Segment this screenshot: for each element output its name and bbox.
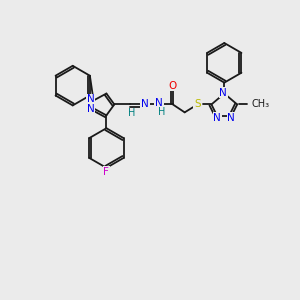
Text: N: N — [219, 88, 227, 98]
Text: S: S — [194, 99, 201, 110]
Text: H: H — [158, 107, 166, 117]
Text: N: N — [227, 113, 235, 123]
Text: N: N — [87, 94, 94, 104]
Text: N: N — [141, 99, 149, 110]
Text: F: F — [103, 167, 109, 177]
Text: O: O — [169, 81, 177, 91]
Text: CH₃: CH₃ — [251, 99, 269, 110]
Text: N: N — [87, 104, 94, 114]
Text: N: N — [155, 98, 163, 108]
Text: N: N — [214, 113, 221, 123]
Text: H: H — [128, 108, 136, 118]
